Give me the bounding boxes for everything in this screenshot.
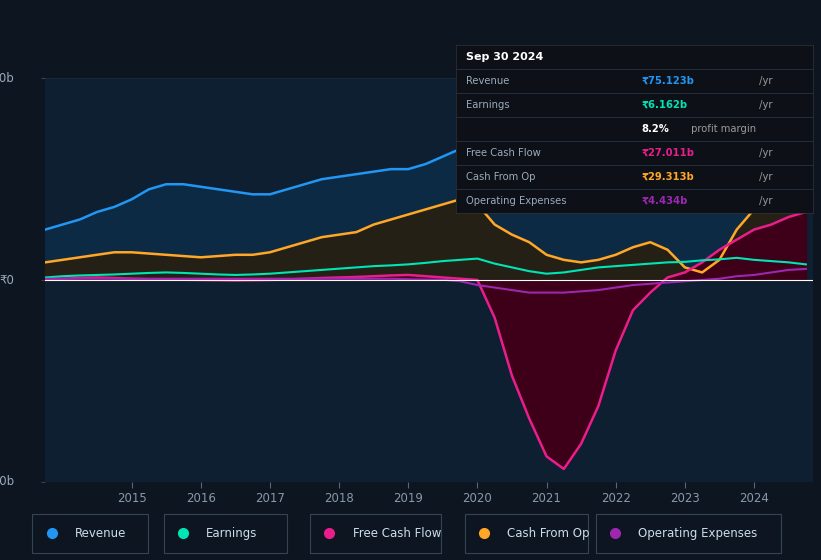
Text: Cash From Op: Cash From Op bbox=[466, 172, 536, 182]
Text: ₹6.162b: ₹6.162b bbox=[641, 100, 687, 110]
Text: -₹80b: -₹80b bbox=[0, 475, 15, 488]
Text: ₹0: ₹0 bbox=[0, 273, 15, 287]
Text: ₹75.123b: ₹75.123b bbox=[641, 76, 695, 86]
Text: /yr: /yr bbox=[755, 76, 772, 86]
Text: Free Cash Flow: Free Cash Flow bbox=[353, 527, 441, 540]
Text: Earnings: Earnings bbox=[466, 100, 510, 110]
Text: Sep 30 2024: Sep 30 2024 bbox=[466, 52, 544, 62]
Text: /yr: /yr bbox=[755, 196, 772, 206]
Text: Earnings: Earnings bbox=[206, 527, 257, 540]
Text: Cash From Op: Cash From Op bbox=[507, 527, 589, 540]
Text: profit margin: profit margin bbox=[688, 124, 756, 134]
Text: /yr: /yr bbox=[755, 100, 772, 110]
Text: Revenue: Revenue bbox=[466, 76, 510, 86]
Text: ₹29.313b: ₹29.313b bbox=[641, 172, 694, 182]
Text: /yr: /yr bbox=[755, 148, 772, 158]
Text: Operating Expenses: Operating Expenses bbox=[638, 527, 758, 540]
Text: ₹80b: ₹80b bbox=[0, 72, 15, 85]
Text: ₹4.434b: ₹4.434b bbox=[641, 196, 688, 206]
Text: Revenue: Revenue bbox=[75, 527, 126, 540]
Text: ₹27.011b: ₹27.011b bbox=[641, 148, 695, 158]
Text: 8.2%: 8.2% bbox=[641, 124, 669, 134]
Text: /yr: /yr bbox=[755, 172, 772, 182]
Text: Free Cash Flow: Free Cash Flow bbox=[466, 148, 541, 158]
Text: Operating Expenses: Operating Expenses bbox=[466, 196, 566, 206]
